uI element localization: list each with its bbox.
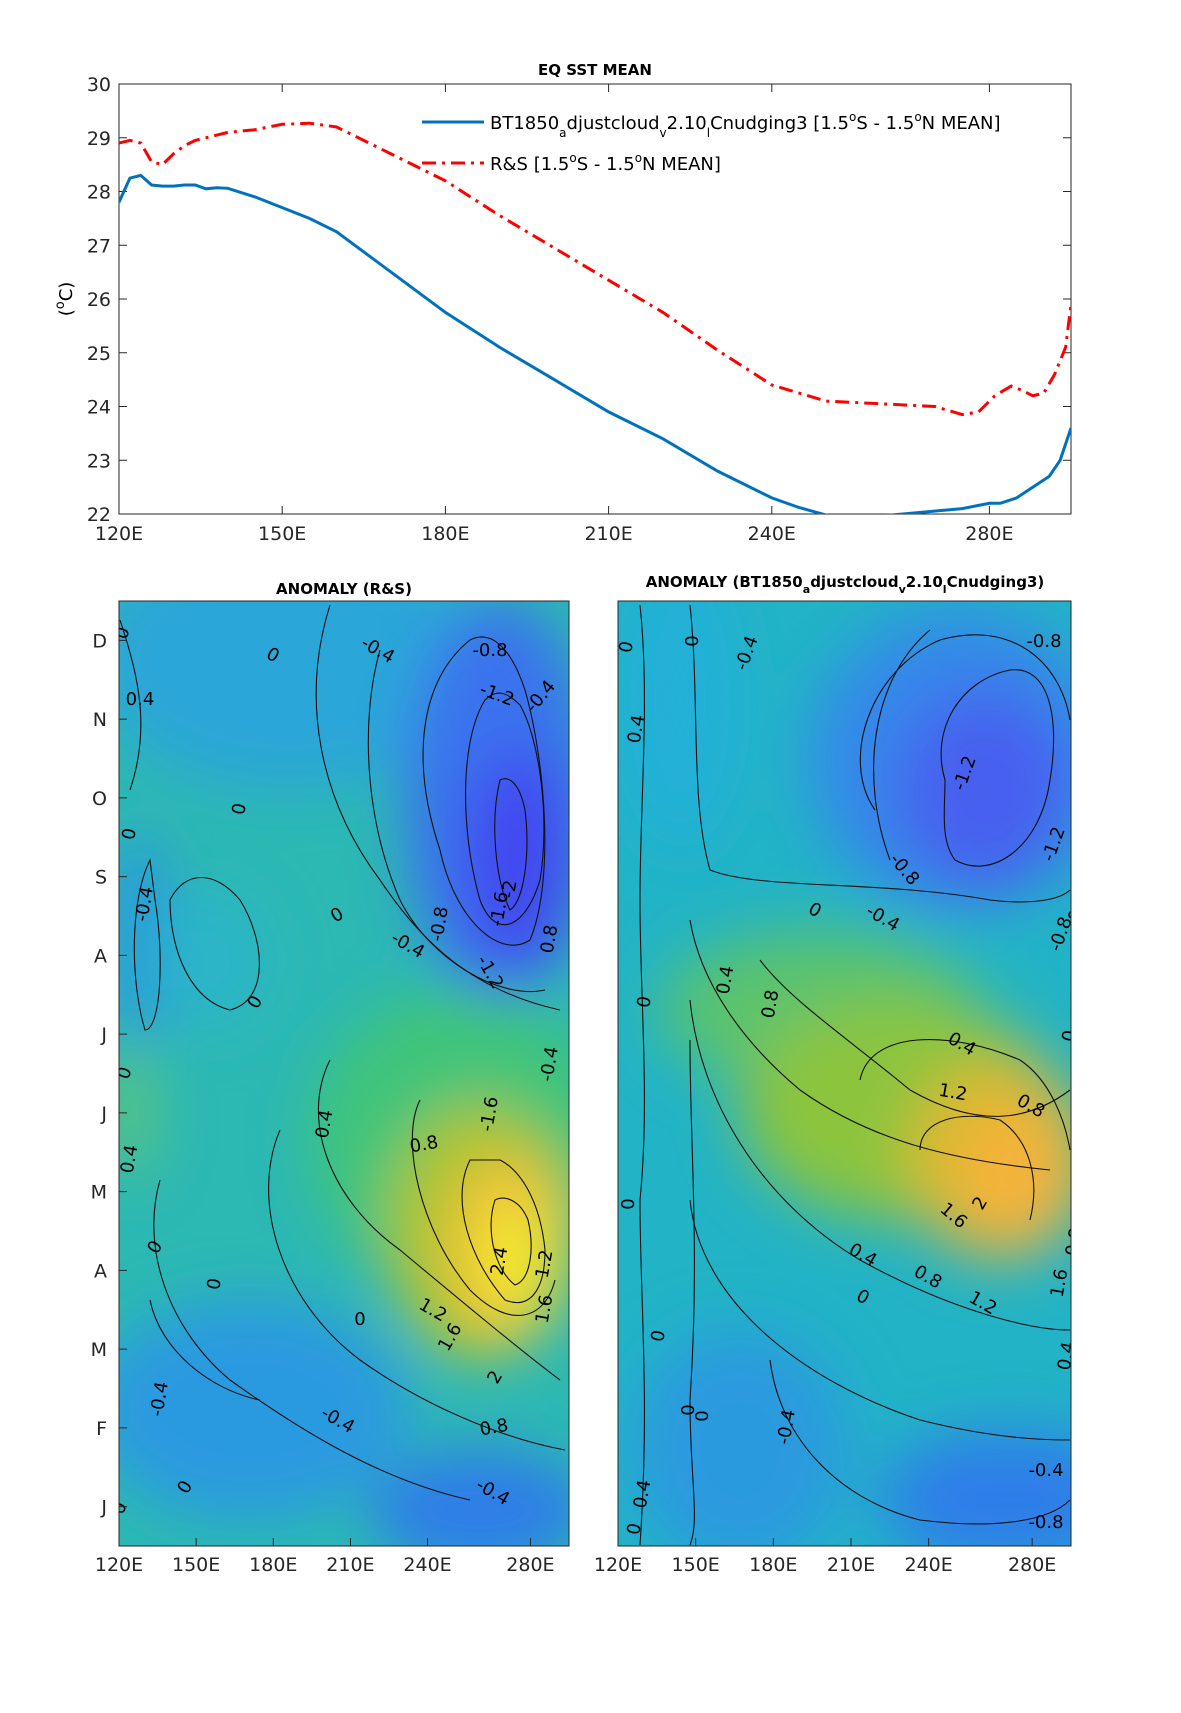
left-plot-frame bbox=[118, 600, 570, 1547]
contour-label: -2 bbox=[498, 878, 522, 899]
hov-x-tick-label: 120E bbox=[95, 1554, 143, 1576]
anomaly-model-panel: ANOMALY (BT1850adjustcloudv2.10lCnudging… bbox=[594, 573, 1091, 1576]
hov-month-label: J bbox=[100, 1103, 107, 1125]
right-heatmap-field: 0 00000000000.40.40.40.40.40.40.4-0.4-0.4… bbox=[615, 601, 1091, 1546]
hov-month-label: A bbox=[94, 1260, 107, 1282]
hov-month-label: F bbox=[96, 1418, 107, 1440]
hov-month-label: J bbox=[100, 1497, 107, 1519]
hov-x-tick-label: 240E bbox=[904, 1554, 952, 1576]
contour-label: 0 bbox=[118, 827, 141, 842]
contour-label: 2.4 bbox=[487, 1245, 513, 1277]
anomaly-rs-panel: ANOMALY (R&S) bbox=[91, 580, 570, 1576]
right-contours bbox=[639, 604, 1071, 1546]
contour-label: 0 bbox=[647, 1329, 670, 1344]
top-chart-title: EQ SST MEAN bbox=[538, 61, 652, 79]
contour-label: 0.4 bbox=[630, 1478, 656, 1510]
legend-label-model: BT1850adjustcloudv2.10lCnudging3 [1.5oS … bbox=[490, 110, 1001, 140]
contour-label: 0.8 bbox=[1062, 1226, 1088, 1258]
contour-label: 0 bbox=[203, 1277, 226, 1292]
top-y-tick-label: 22 bbox=[87, 504, 111, 526]
top-y-axis-label: (oC) bbox=[53, 282, 77, 317]
contour-label: -0.8 bbox=[472, 640, 507, 661]
hov-x-tick-label: 180E bbox=[249, 1554, 297, 1576]
svg-text:(oC): (oC) bbox=[53, 282, 77, 317]
top-y-tick-label: 26 bbox=[87, 289, 111, 311]
right-plot-frame bbox=[617, 600, 1072, 1547]
hov-x-tick-label: 240E bbox=[403, 1554, 451, 1576]
contour-label: 0 bbox=[354, 1309, 365, 1330]
contour-label: 0 bbox=[623, 1522, 646, 1537]
top-legend: BT1850adjustcloudv2.10lCnudging3 [1.5oS … bbox=[422, 110, 1001, 175]
contour-label: 0.8 bbox=[758, 988, 784, 1020]
sst-mean-chart: EQ SST MEAN 22 23 24 25 26 27 28 29 30 120E 150E 18… bbox=[53, 61, 1072, 545]
top-x-tick-label: 120E bbox=[95, 523, 143, 545]
hov-month-label: D bbox=[92, 630, 107, 652]
contour-label: 1.6 bbox=[532, 1293, 558, 1325]
top-y-tick-label: 23 bbox=[87, 450, 111, 472]
top-y-tick-label: 25 bbox=[87, 343, 111, 365]
contour-label: 0.8 bbox=[408, 1132, 440, 1158]
hov-x-tick-label: 210E bbox=[326, 1554, 374, 1576]
top-x-tick-label: 180E bbox=[421, 523, 469, 545]
contour-label: 0 bbox=[615, 640, 638, 655]
hov-x-tick-label: 210E bbox=[827, 1554, 875, 1576]
contour-label: 0 bbox=[692, 1410, 713, 1421]
hov-month-label: S bbox=[95, 867, 107, 889]
hov-x-tick-label: 150E bbox=[672, 1554, 720, 1576]
top-y-tick-label: 27 bbox=[87, 235, 111, 257]
top-x-tick-label: 150E bbox=[258, 523, 306, 545]
hov-month-label: O bbox=[92, 788, 107, 810]
hov-month-label: M bbox=[91, 1182, 107, 1204]
contour-label: -0.4 bbox=[1028, 1460, 1063, 1481]
contour-label: 0.4 bbox=[312, 1108, 338, 1140]
hov-month-label: N bbox=[93, 709, 107, 731]
legend-label-rs: R&S [1.5oS - 1.5oN MEAN] bbox=[490, 151, 721, 175]
hov-x-tick-label: 280E bbox=[506, 1554, 554, 1576]
hov-month-label: M bbox=[91, 1339, 107, 1361]
contour-label: 1.2 bbox=[532, 1248, 558, 1280]
top-y-tick-label: 28 bbox=[87, 182, 111, 204]
hov-month-label: J bbox=[100, 1024, 107, 1046]
hov-month-label: A bbox=[94, 945, 107, 967]
right-panel-title: ANOMALY (BT1850adjustcloudv2.10lCnudging… bbox=[646, 573, 1045, 596]
hov-x-tick-label: 280E bbox=[1008, 1554, 1056, 1576]
model-sst-line bbox=[119, 173, 1071, 514]
contour-label: 0.4 bbox=[126, 689, 155, 710]
contour-label: 0.4 bbox=[1054, 1340, 1080, 1372]
contour-label: 0 bbox=[228, 802, 251, 817]
contour-label: 0.4 bbox=[624, 713, 650, 745]
contour-label: 0 bbox=[678, 1404, 699, 1415]
contour-label: 0.4 bbox=[117, 1143, 143, 1175]
top-y-tick-label: 29 bbox=[87, 128, 111, 150]
contour-label: 0 bbox=[633, 995, 656, 1010]
contour-label: 0.4 bbox=[1065, 891, 1091, 923]
contour-label: 0 bbox=[682, 635, 703, 646]
left-panel-title: ANOMALY (R&S) bbox=[276, 580, 412, 598]
contour-label: 0 bbox=[618, 1198, 639, 1209]
top-x-tick-label: 280E bbox=[965, 523, 1013, 545]
top-y-tick-label: 30 bbox=[87, 74, 111, 96]
hov-x-tick-label: 180E bbox=[749, 1554, 797, 1576]
left-heatmap-field: 0000000000000.40.40.4-0.4-0.4-0.4-0.4-0.… bbox=[117, 601, 569, 1546]
contour-label: -0.8 bbox=[1028, 1512, 1063, 1533]
top-x-tick-label: 210E bbox=[584, 523, 632, 545]
hov-x-tick-label: 120E bbox=[594, 1554, 642, 1576]
contour-label: -0.8 bbox=[1026, 631, 1061, 652]
contour-label: 0.4 bbox=[713, 964, 739, 996]
contour-label: 1.2 bbox=[937, 1080, 969, 1106]
top-y-tick-label: 24 bbox=[87, 397, 111, 419]
hov-x-tick-label: 150E bbox=[172, 1554, 220, 1576]
contour-label: 0.8 bbox=[478, 1415, 510, 1441]
rs-sst-line bbox=[119, 121, 1071, 417]
left-contours bbox=[119, 604, 566, 1501]
contour-label: 0 bbox=[1058, 1029, 1081, 1044]
top-x-tick-label: 240E bbox=[748, 523, 796, 545]
contour-label: 1.6 bbox=[1047, 1267, 1073, 1299]
top-plot-area bbox=[118, 83, 1072, 515]
contour-label: 0.8 bbox=[537, 923, 563, 955]
